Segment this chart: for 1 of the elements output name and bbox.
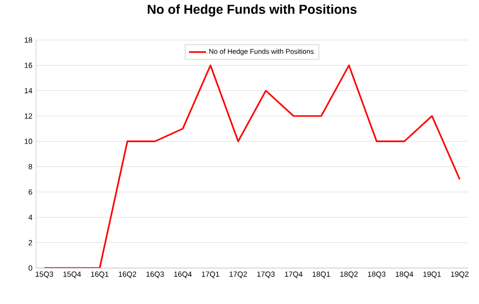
- chart-title: No of Hedge Funds with Positions: [148, 4, 357, 17]
